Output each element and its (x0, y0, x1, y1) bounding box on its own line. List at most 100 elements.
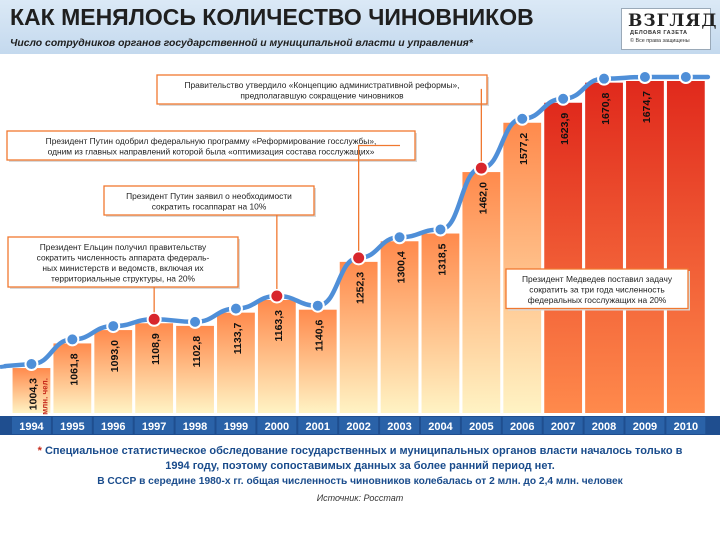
value-label-2003: 1300,4 (396, 251, 408, 283)
logo-tagline: ДЕЛОВАЯ ГАЗЕТА (630, 30, 688, 36)
point-2000 (269, 288, 285, 304)
bar-2005 (462, 172, 501, 413)
bar-2004 (421, 233, 460, 413)
x-tick-box-2010 (666, 417, 706, 434)
x-tick-1998: 1998 (183, 421, 207, 433)
annotation-text-1997: сократить численность аппарата федераль- (37, 253, 210, 263)
logo-rights: © Все права защищены (630, 38, 690, 44)
x-tick-2000: 2000 (265, 421, 289, 433)
point-1997 (146, 311, 162, 327)
annotation-text-2005: Правительство утвердило «Концепцию админ… (185, 80, 460, 90)
x-tick-2006: 2006 (510, 421, 534, 433)
x-tick-box-2003 (380, 417, 419, 434)
logo-name: ВЗГЛЯД (628, 11, 718, 31)
x-tick-2010: 2010 (674, 421, 698, 433)
footnote-ussr: В СССР в середине 1980-х гг. общая числе… (97, 476, 623, 487)
annotation-box-2000 (103, 185, 315, 216)
point-2005 (473, 160, 489, 176)
chart-subtitle: Число сотрудников органов государственно… (10, 38, 473, 49)
point-2007 (556, 91, 571, 106)
x-tick-1996: 1996 (101, 421, 125, 433)
value-unit-label: млн. чел. (40, 378, 49, 415)
point-2003 (392, 230, 407, 245)
point-2006 (515, 111, 530, 126)
value-label-2008: 1670,8 (600, 93, 612, 125)
x-tick-2002: 2002 (346, 421, 370, 433)
bar-2009 (626, 81, 664, 413)
x-tick-box-1995 (52, 417, 92, 434)
value-label-1995: 1061,8 (68, 353, 80, 385)
x-tick-2009: 2009 (633, 421, 657, 433)
x-tick-1995: 1995 (60, 421, 84, 433)
value-label-1994: 1004,3 (27, 378, 39, 410)
bar-1995 (53, 343, 92, 413)
value-label-2006: 1577,2 (518, 133, 530, 165)
series-line-lead (0, 364, 8, 370)
annotation-text-2005: предполагавшую сокращение чиновников (240, 91, 404, 101)
bar-1994 (12, 368, 51, 413)
x-tick-box-1996 (93, 417, 133, 434)
x-tick-box-2000 (257, 417, 297, 434)
annotation-box-2005 (156, 74, 488, 105)
bar-1997 (135, 323, 174, 413)
value-label-2004: 1318,5 (436, 243, 448, 275)
footnote-asterisk: * (37, 445, 42, 457)
annotation-box-2002 (6, 130, 416, 161)
x-tick-box-2005 (461, 417, 501, 434)
x-tick-box-2004 (421, 417, 460, 434)
x-tick-2004: 2004 (428, 421, 453, 433)
point-1999 (228, 301, 243, 316)
bar-1996 (94, 330, 133, 413)
annotation-text-2008: федеральных госслужащих на 20% (528, 295, 667, 305)
point-2008 (597, 71, 612, 86)
point-1996 (106, 319, 121, 334)
annotation-box-2008 (505, 268, 689, 310)
x-tick-box-1998 (175, 417, 215, 434)
bar-2001 (298, 309, 337, 413)
point-1998 (188, 314, 203, 329)
value-label-1998: 1102,8 (191, 336, 203, 368)
x-tick-2003: 2003 (387, 421, 411, 433)
footnote-line-1-text: Специальное статистическое обследование … (44, 445, 683, 457)
annotation-text-2000: Президент Путин заявил о необходимости (126, 191, 292, 201)
annotation-text-2008: Президент Медведев поставил задачу (522, 274, 673, 284)
bar-2008 (585, 82, 623, 414)
chart-title: КАК МЕНЯЛОСЬ КОЛИЧЕСТВО ЧИНОВНИКОВ (10, 4, 534, 30)
value-label-1996: 1093,0 (109, 340, 121, 372)
x-tick-2001: 2001 (306, 421, 330, 433)
annotation-leader-2002 (358, 144, 400, 251)
chart-area: 1004,3 1061,8 1093,0 1108,9 1102,8 1133,7 1163… (0, 70, 720, 435)
vzglyad-logo: ВЗГЛЯД ДЕЛОВАЯ ГАЗЕТА © Все права защище… (621, 8, 717, 50)
value-label-1997: 1108,9 (150, 333, 162, 365)
bar-1999 (217, 312, 255, 413)
bar-2006 (503, 122, 542, 413)
value-label-2002: 1252,3 (355, 272, 367, 304)
annotation-leader-2005 (480, 88, 482, 162)
annotation-text-1997: ных министерств и ведомств, включая их (42, 263, 204, 273)
annotation-box-1997 (7, 236, 239, 288)
x-tick-box-2009 (625, 417, 665, 434)
value-label-2005: 1462,0 (477, 182, 489, 214)
bar-2002 (339, 261, 378, 413)
annotation-text-2008: сократить за три года численность (529, 285, 665, 295)
value-label-2001: 1140,6 (314, 320, 326, 352)
x-tick-box-2007 (543, 417, 583, 434)
annotation-text-1997: Президент Ельцин получил правительству (40, 242, 207, 252)
x-tick-2007: 2007 (551, 421, 575, 433)
source-note: Источник: Росстат (316, 493, 404, 503)
x-tick-1994: 1994 (19, 421, 44, 433)
x-tick-1997: 1997 (142, 421, 166, 433)
title-bar: КАК МЕНЯЛОСЬ КОЛИЧЕСТВО ЧИНОВНИКОВ Число… (0, 0, 720, 54)
annotation-text-2002: одним из главных направлений которой был… (48, 147, 375, 157)
x-tick-box-2006 (502, 417, 542, 434)
point-2001 (310, 298, 325, 313)
value-label-2000: 1163,3 (273, 310, 285, 342)
bar-2010 (666, 81, 705, 413)
annotation-text-2000: сократить госаппарат на 10% (152, 202, 267, 212)
x-tick-box-1994 (12, 417, 51, 434)
point-2010 (678, 70, 693, 84)
bar-2003 (380, 241, 419, 413)
value-label-1999: 1133,7 (232, 323, 244, 355)
bar-1998 (176, 325, 214, 413)
x-tick-box-2008 (584, 417, 624, 434)
